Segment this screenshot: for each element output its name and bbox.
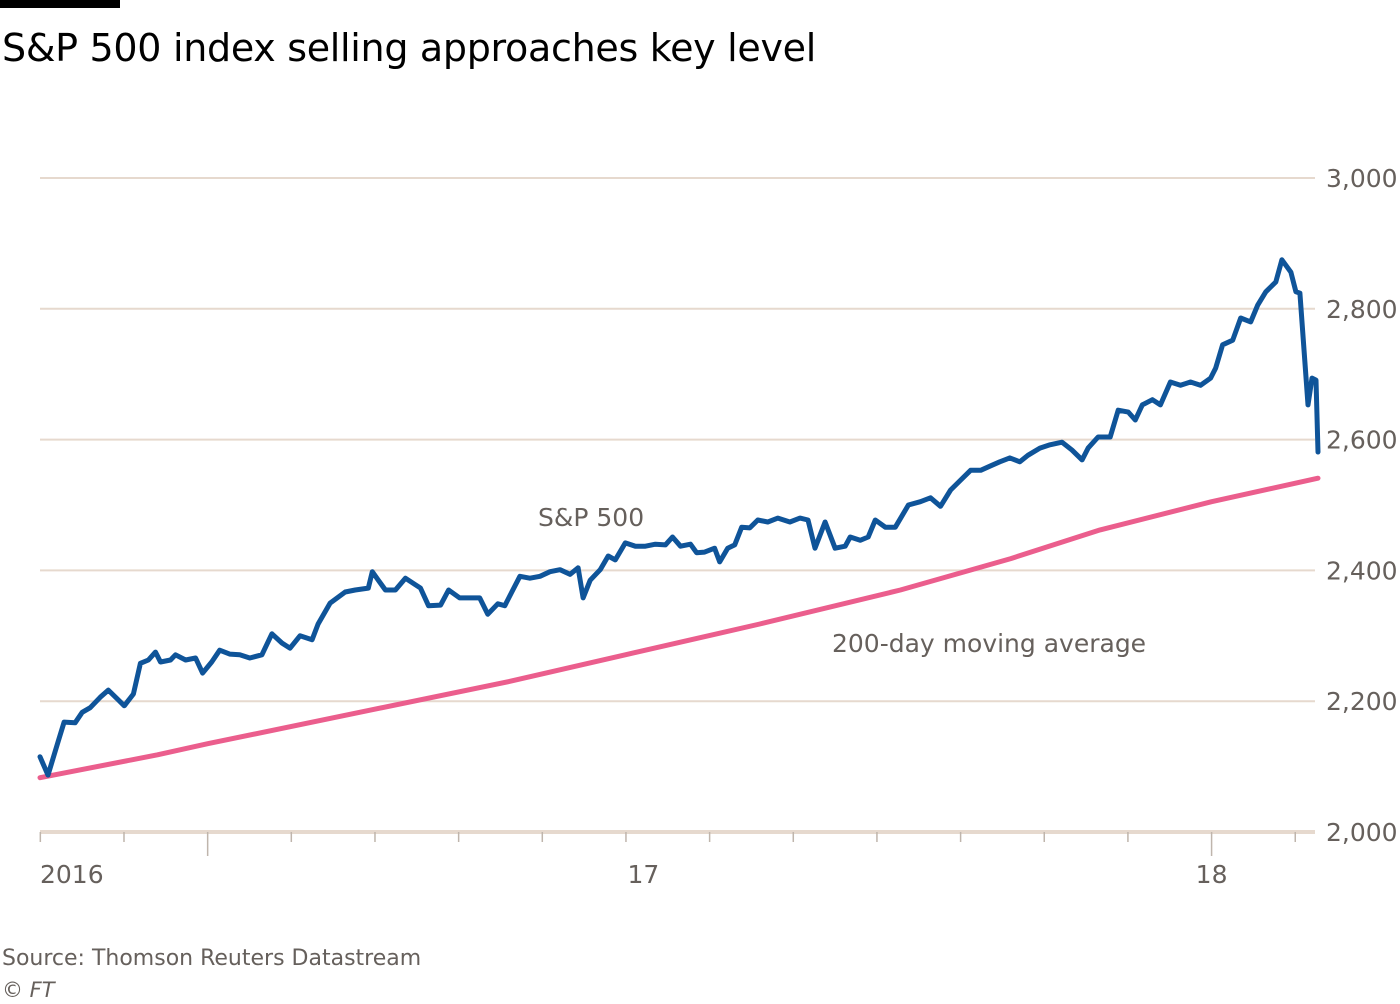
y-tick-label: 2,200 [1326, 687, 1398, 716]
y-axis: 2,000 2,200 2,400 2,600 2,800 3,000 [1326, 164, 1398, 847]
source-note: Source: Thomson Reuters Datastream [2, 946, 422, 971]
ft-brand-bar [0, 0, 120, 8]
gridlines [40, 177, 1315, 834]
chart-title: S&P 500 index selling approaches key lev… [2, 26, 816, 70]
copyright: © FT [2, 978, 55, 1002]
x-tick-label: 18 [1196, 860, 1228, 889]
y-tick-label: 3,000 [1326, 164, 1398, 193]
y-tick-label: 2,400 [1326, 556, 1398, 585]
y-tick-label: 2,000 [1326, 818, 1398, 847]
x-tick-label: 2016 [40, 860, 104, 889]
ma200-line [37, 475, 1321, 781]
x-axis: 2016 17 18 [39, 832, 1296, 889]
x-tick-label: 17 [627, 860, 659, 889]
sp500-line [37, 257, 1321, 778]
series-label-sp500: S&P 500 [538, 503, 644, 532]
series-lines [37, 257, 1321, 781]
y-tick-label: 2,800 [1326, 295, 1398, 324]
series-label-ma200: 200-day moving average [832, 629, 1146, 658]
y-tick-label: 2,600 [1326, 426, 1398, 455]
